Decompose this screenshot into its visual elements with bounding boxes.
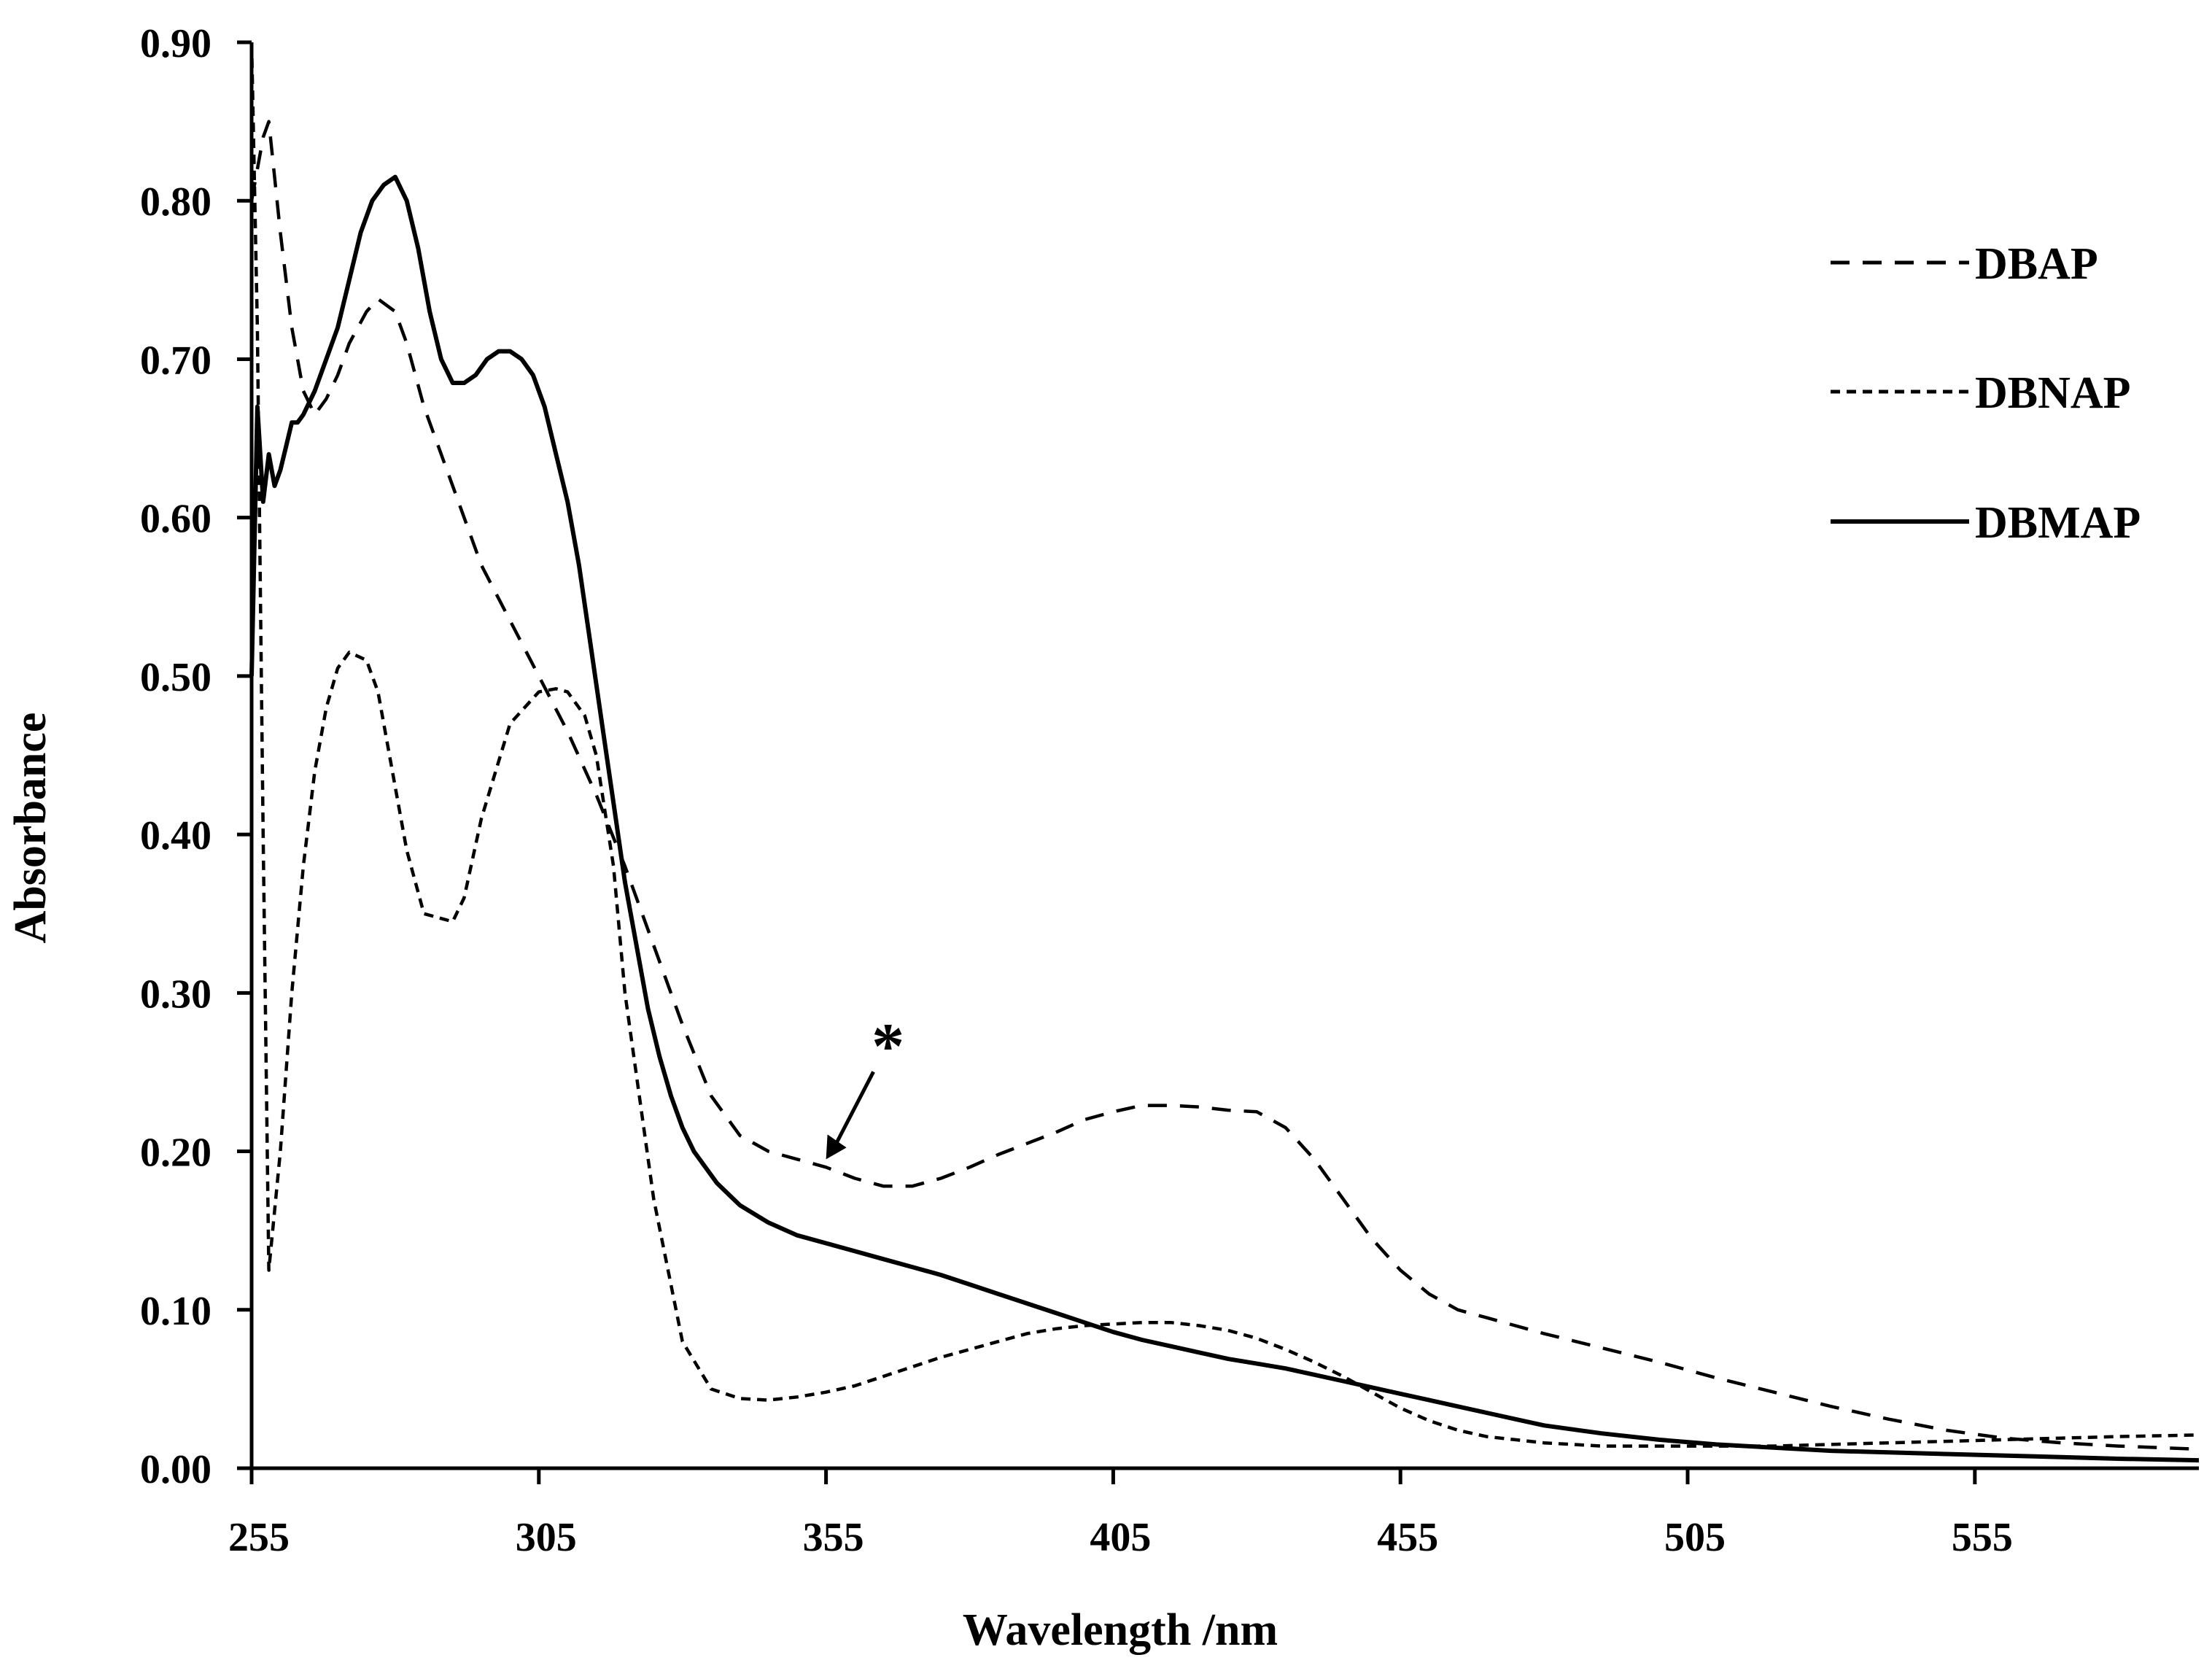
series-lines [249,42,2200,1463]
y-axis-title: Absorbance [6,713,55,944]
y-tick-label: 0.40 [140,813,212,858]
axes [249,42,2199,1470]
x-tick-label: 555 [1952,1515,2013,1560]
annotation-arrow-line [831,1071,875,1150]
y-tick-label: 0.90 [140,21,212,66]
y-tick-label: 0.30 [140,972,212,1017]
series-line-dbnap [249,42,2200,1448]
ticks: 0.00 0.10 0.20 0.30 0.40 0.50 0.60 0.70 0.80 0.90… [140,21,2013,1560]
y-tick-label: 0.50 [140,655,212,700]
annotation-arrow-head [826,1134,847,1160]
legend: DBAP DBNAP DBMAP [1831,239,2141,548]
x-tick-label: 455 [1377,1515,1438,1560]
x-tick-label: 305 [516,1515,577,1560]
annotations: * [826,1010,904,1160]
y-tick-label: 0.60 [140,497,212,542]
legend-label-dbmap: DBMAP [1975,498,2141,548]
legend-label-dbap: DBAP [1975,239,2098,289]
y-tick-label: 0.00 [140,1447,212,1492]
x-axis-title: Wavelength /nm [963,1605,1278,1655]
legend-label-dbnap: DBNAP [1975,368,2131,418]
y-tick-label: 0.80 [140,179,212,225]
x-tick-label: 355 [803,1515,864,1560]
x-tick-label: 405 [1090,1515,1151,1560]
series-line-dbmap [249,174,2200,1463]
x-tick-label: 505 [1664,1515,1726,1560]
y-tick-label: 0.70 [140,338,212,383]
annotation-asterisk: * [872,1010,904,1082]
y-tick-label: 0.10 [140,1289,212,1334]
y-tick-label: 0.20 [140,1131,212,1176]
x-tick-label: 255 [228,1515,290,1560]
series-line-dbap [249,120,2200,1451]
